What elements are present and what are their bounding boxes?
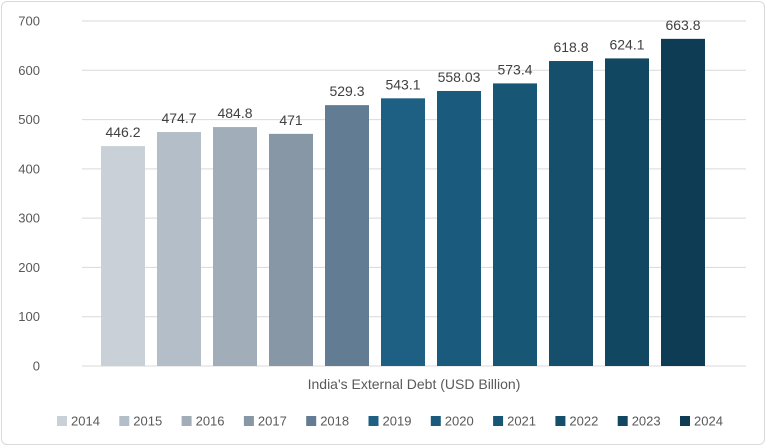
legend-swatch-2019 <box>368 416 379 426</box>
legend-swatch-2022 <box>555 416 566 426</box>
bar-2018 <box>325 105 369 367</box>
y-tick-label: 0 <box>33 359 40 374</box>
legend-swatch-2021 <box>493 416 504 426</box>
legend-label-2018: 2018 <box>320 414 349 429</box>
data-label-2019: 543.1 <box>385 76 420 92</box>
y-tick-label: 100 <box>18 309 40 324</box>
legend-swatch-2014 <box>57 416 67 426</box>
legend-label-2017: 2017 <box>258 414 287 429</box>
legend-swatch-2018 <box>306 416 317 426</box>
data-label-2017: 471 <box>279 112 303 128</box>
y-axis-ticks: 0 100 200 300 400 500 600 700 <box>18 14 40 374</box>
y-tick-label: 500 <box>18 112 40 127</box>
legend-label-2016: 2016 <box>196 414 225 429</box>
legend-swatch-2017 <box>243 416 254 426</box>
y-tick-label: 700 <box>18 14 40 29</box>
legend-swatch-2016 <box>181 416 192 426</box>
legend-swatch-2015 <box>119 416 130 426</box>
y-tick-label: 200 <box>18 260 40 275</box>
legend-swatch-2023 <box>617 416 628 426</box>
data-label-2024: 663.8 <box>665 17 700 33</box>
data-label-2014: 446.2 <box>105 124 140 140</box>
bar-2021 <box>493 83 537 366</box>
y-tick-label: 300 <box>18 211 40 226</box>
bar-2015 <box>157 132 201 366</box>
legend-label-2024: 2024 <box>694 414 723 429</box>
legend-label-2015: 2015 <box>133 414 162 429</box>
y-tick-label: 400 <box>18 161 40 176</box>
data-label-2021: 573.4 <box>497 61 532 77</box>
data-labels: 446.2 474.7 484.8 471 529.3 543.1 558.03 573.4 6… <box>105 17 700 140</box>
legend-label-2021: 2021 <box>507 414 536 429</box>
legend-label-2020: 2020 <box>445 414 474 429</box>
data-label-2018: 529.3 <box>329 83 364 99</box>
data-label-2022: 618.8 <box>553 39 588 55</box>
legend-swatch-2020 <box>430 416 441 426</box>
bar-2019 <box>381 98 425 366</box>
legend: 2014 2015 2016 2017 2018 2019 2020 2021 2022 2023… <box>57 414 723 429</box>
data-label-2016: 484.8 <box>217 105 252 121</box>
x-axis-label: India's External Debt (USD Billion) <box>308 376 521 392</box>
bar-2014 <box>101 146 145 366</box>
data-label-2020: 558.03 <box>438 69 481 85</box>
bar-2024 <box>661 38 705 366</box>
legend-label-2022: 2022 <box>569 414 598 429</box>
legend-label-2023: 2023 <box>632 414 661 429</box>
legend-swatch-2024 <box>680 416 690 426</box>
legend-label-2014: 2014 <box>71 414 100 429</box>
y-tick-label: 600 <box>18 63 40 78</box>
data-label-2015: 474.7 <box>161 110 196 126</box>
bar-2017 <box>269 133 313 366</box>
bar-2023 <box>605 58 649 366</box>
legend-label-2019: 2019 <box>383 414 412 429</box>
bar-2022 <box>549 61 593 367</box>
data-label-2023: 624.1 <box>609 36 644 52</box>
bars <box>101 38 705 367</box>
bar-2016 <box>213 127 257 366</box>
bar-2020 <box>437 90 481 366</box>
